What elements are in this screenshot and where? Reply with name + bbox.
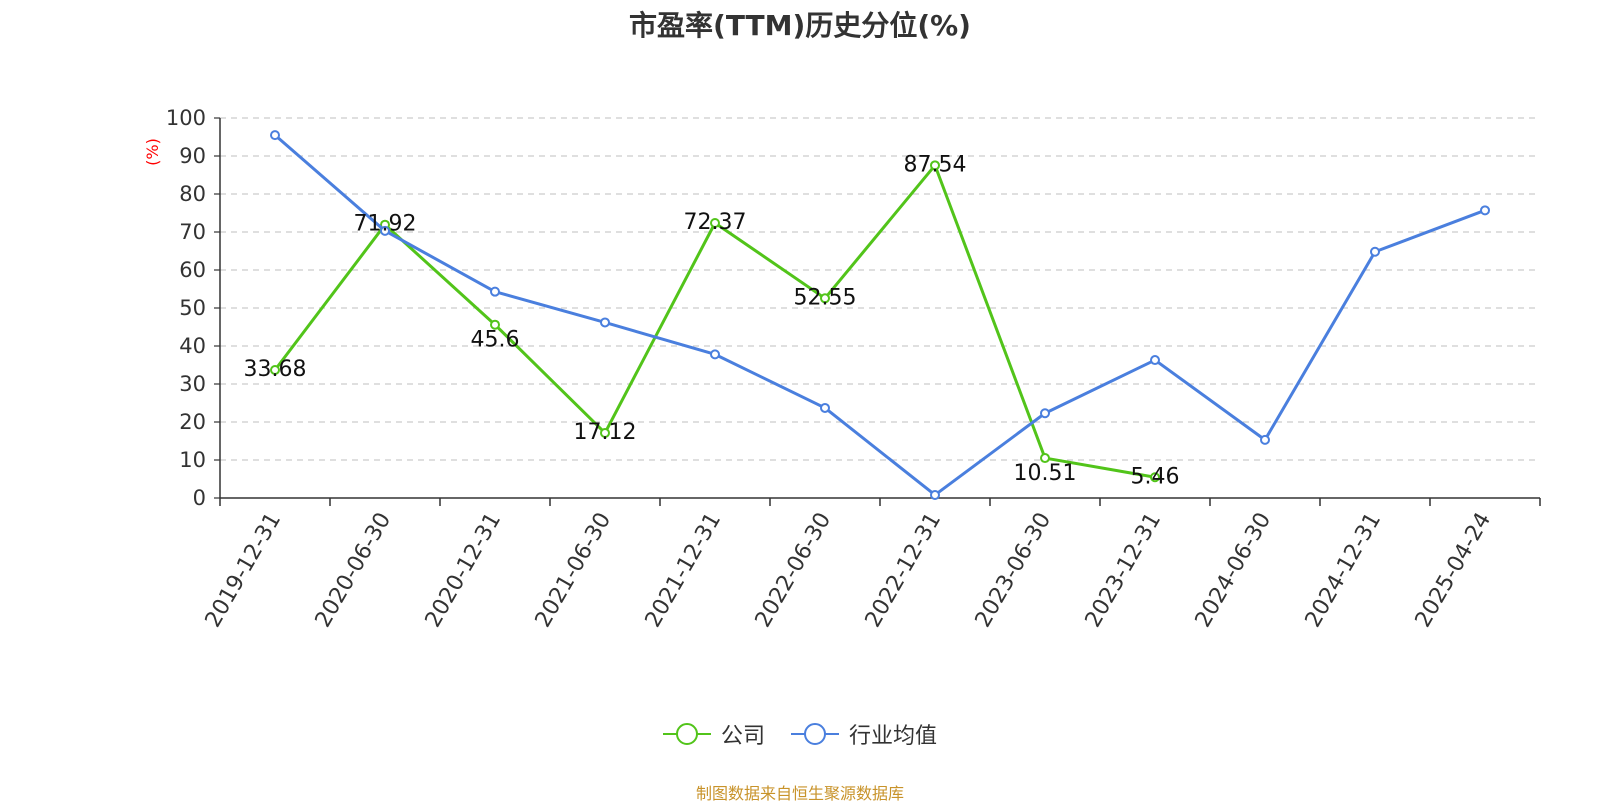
data-point — [930, 489, 940, 500]
y-tick-label: 20 — [179, 410, 206, 434]
data-point — [1150, 355, 1160, 366]
legend-label-company: 公司 — [720, 724, 765, 749]
data-label: 45.6 — [471, 328, 520, 353]
y-tick-label: 70 — [179, 220, 206, 244]
x-tick-label: 2024-12-31 — [1301, 509, 1387, 632]
legend-item-company[interactable]: 公司 — [662, 718, 765, 750]
data-label: 5.46 — [1131, 464, 1180, 489]
y-tick-label: 100 — [166, 106, 206, 130]
legend: 公司 行业均值 — [0, 718, 1600, 750]
x-tick-label: 2019-12-31 — [201, 509, 287, 632]
chart-title: 市盈率(TTM)历史分位(%) — [629, 9, 971, 42]
data-point — [600, 317, 610, 328]
x-tick-label: 2020-06-30 — [311, 509, 397, 632]
y-tick-label: 0 — [193, 486, 206, 510]
series-line — [274, 133, 1486, 497]
data-point — [490, 319, 500, 330]
axes: 0 10 20 30 40 50 60 70 80 90 100 2019-12-31 2020-06-… — [166, 106, 1541, 632]
y-tick-label: 60 — [179, 258, 206, 282]
source-note: 制图数据来自恒生聚源数据库 — [695, 784, 904, 803]
y-axis-title: (%) — [143, 138, 162, 166]
data-point — [710, 217, 720, 228]
x-tick-label: 2023-06-30 — [971, 509, 1057, 632]
legend-marker-company — [662, 723, 711, 745]
data-point — [600, 427, 610, 438]
data-label: 10.51 — [1014, 461, 1077, 486]
data-point — [820, 293, 830, 304]
data-point — [1370, 246, 1380, 257]
legend-item-industry[interactable]: 行业均值 — [791, 718, 937, 750]
data-point — [820, 402, 830, 413]
data-label: 87.54 — [904, 152, 967, 177]
data-labels: 33.68 71.92 45.6 17.12 72.37 52.55 87.54 10.51 5… — [244, 152, 1180, 489]
x-tick-label: 2023-12-31 — [1081, 509, 1167, 632]
data-point — [710, 349, 720, 360]
y-tick-label: 50 — [179, 296, 206, 320]
data-label: 17.12 — [574, 420, 637, 445]
series-lines — [270, 130, 1490, 500]
data-point — [380, 225, 390, 236]
y-tick-label: 80 — [179, 182, 206, 206]
data-point — [1040, 408, 1050, 419]
legend-label-industry: 行业均值 — [849, 724, 938, 749]
x-tick-label: 2022-06-30 — [751, 509, 837, 632]
data-point — [1260, 434, 1270, 445]
y-tick-label: 90 — [179, 144, 206, 168]
y-tick-label: 40 — [179, 334, 206, 358]
y-tick-label: 10 — [179, 448, 206, 472]
grid-lines — [220, 117, 1540, 461]
x-tick-label: 2021-06-30 — [531, 509, 617, 632]
legend-marker-industry — [791, 723, 839, 745]
x-tick-label: 2024-06-30 — [1191, 509, 1277, 632]
y-tick-label: 30 — [179, 372, 206, 396]
data-point — [270, 365, 280, 376]
data-label: 72.37 — [684, 210, 747, 235]
x-tick-label: 2025-04-24 — [1411, 509, 1497, 632]
data-point — [490, 286, 500, 297]
data-point — [270, 130, 280, 141]
data-point — [1150, 472, 1160, 483]
data-point — [1480, 205, 1490, 216]
x-tick-label: 2021-12-31 — [641, 509, 727, 632]
data-point — [930, 160, 940, 171]
data-point — [1040, 453, 1050, 464]
data-label: 33.68 — [244, 357, 307, 382]
x-tick-label: 2022-12-31 — [861, 509, 947, 632]
data-label: 52.55 — [794, 285, 857, 310]
data-label: 71.92 — [354, 212, 417, 237]
x-tick-label: 2020-12-31 — [421, 509, 507, 632]
